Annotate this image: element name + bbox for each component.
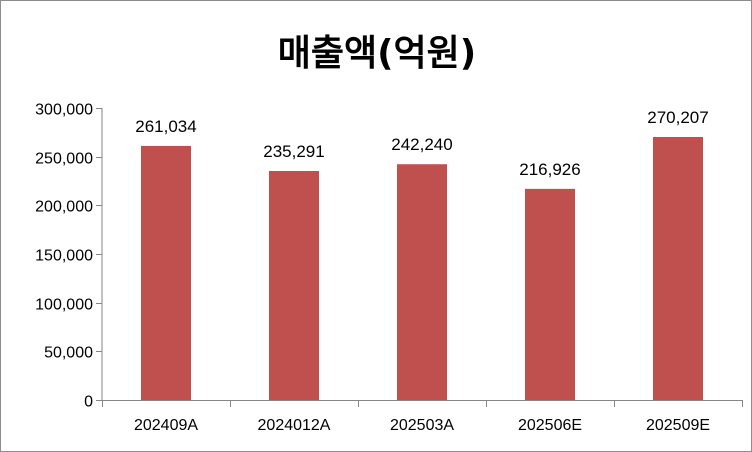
- y-tick-label: 250,000: [35, 151, 93, 168]
- y-tick-label: 200,000: [35, 199, 93, 216]
- bar: [397, 164, 447, 400]
- data-label: 216,926: [519, 160, 580, 179]
- bar: [653, 136, 703, 400]
- bar: [525, 188, 575, 400]
- data-labels: 261,034 235,291 242,240 216,926 270,207: [135, 108, 708, 179]
- x-tick-label: 2024012A: [258, 417, 331, 434]
- x-axis: 202409A 2024012A 202503A 202506E 202509E: [102, 400, 743, 434]
- y-tick-label: 300,000: [35, 102, 93, 119]
- x-tick-label: 202503A: [390, 417, 454, 434]
- x-tick-label: 202506E: [518, 417, 582, 434]
- y-tick-label: 50,000: [44, 345, 93, 362]
- data-label: 270,207: [647, 108, 708, 127]
- y-tick-label: 150,000: [35, 248, 93, 265]
- chart-title: 매출액(억원): [278, 33, 477, 74]
- x-tick-label: 202509E: [646, 417, 710, 434]
- bar: [141, 145, 191, 400]
- data-label: 235,291: [263, 142, 324, 161]
- x-tick-label: 202409A: [134, 417, 198, 434]
- bar: [269, 170, 319, 400]
- y-tick-label: 100,000: [35, 297, 93, 314]
- bars: [141, 136, 703, 400]
- y-axis: 0 50,000 100,000 150,000 200,000 250,000 300,0…: [35, 102, 103, 411]
- y-tick-label: 0: [84, 394, 93, 411]
- data-label: 242,240: [391, 135, 452, 154]
- data-label: 261,034: [135, 117, 196, 136]
